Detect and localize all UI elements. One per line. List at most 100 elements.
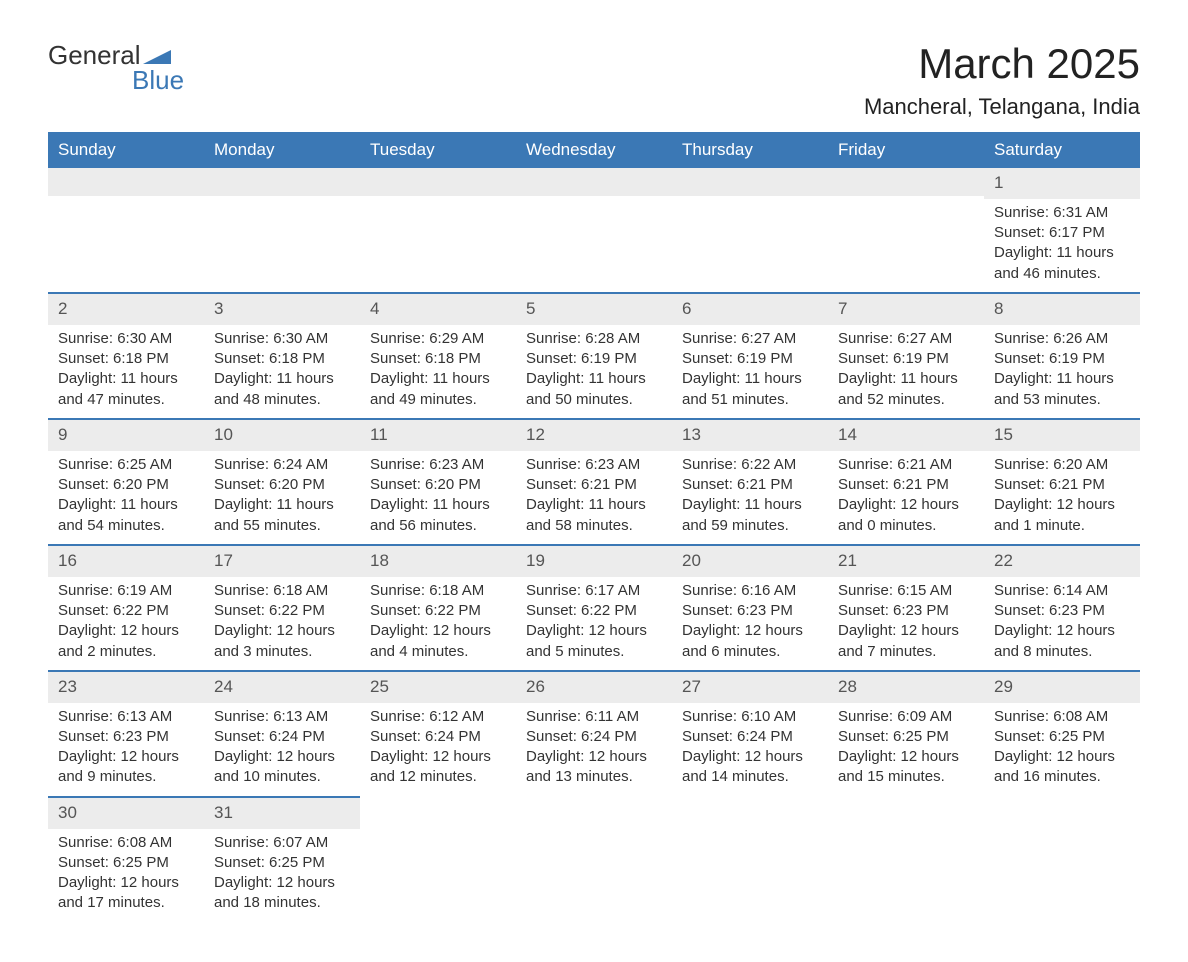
day-sunset: Sunset: 6:24 PM xyxy=(526,727,662,747)
day-daylight2: and 49 minutes. xyxy=(370,390,506,410)
day-sunrise: Sunrise: 6:11 AM xyxy=(526,707,662,727)
calendar-cell: 12Sunrise: 6:23 AMSunset: 6:21 PMDayligh… xyxy=(516,419,672,545)
day-daylight1: Daylight: 12 hours xyxy=(682,621,818,641)
day-daylight2: and 13 minutes. xyxy=(526,767,662,787)
day-body: Sunrise: 6:18 AMSunset: 6:22 PMDaylight:… xyxy=(204,577,360,670)
day-sunrise: Sunrise: 6:27 AM xyxy=(838,329,974,349)
day-body: Sunrise: 6:22 AMSunset: 6:21 PMDaylight:… xyxy=(672,451,828,544)
day-sunrise: Sunrise: 6:09 AM xyxy=(838,707,974,727)
day-sunset: Sunset: 6:25 PM xyxy=(994,727,1130,747)
day-daylight2: and 53 minutes. xyxy=(994,390,1130,410)
day-body: Sunrise: 6:14 AMSunset: 6:23 PMDaylight:… xyxy=(984,577,1140,670)
day-body: Sunrise: 6:09 AMSunset: 6:25 PMDaylight:… xyxy=(828,703,984,796)
day-sunset: Sunset: 6:19 PM xyxy=(526,349,662,369)
day-number xyxy=(672,168,828,196)
day-body: Sunrise: 6:08 AMSunset: 6:25 PMDaylight:… xyxy=(984,703,1140,796)
day-body: Sunrise: 6:20 AMSunset: 6:21 PMDaylight:… xyxy=(984,451,1140,544)
calendar-cell: 29Sunrise: 6:08 AMSunset: 6:25 PMDayligh… xyxy=(984,671,1140,797)
day-daylight2: and 10 minutes. xyxy=(214,767,350,787)
day-number xyxy=(204,168,360,196)
day-daylight1: Daylight: 12 hours xyxy=(370,621,506,641)
day-daylight1: Daylight: 11 hours xyxy=(838,369,974,389)
day-body: Sunrise: 6:10 AMSunset: 6:24 PMDaylight:… xyxy=(672,703,828,796)
day-body: Sunrise: 6:24 AMSunset: 6:20 PMDaylight:… xyxy=(204,451,360,544)
calendar-cell: 19Sunrise: 6:17 AMSunset: 6:22 PMDayligh… xyxy=(516,545,672,671)
day-daylight2: and 3 minutes. xyxy=(214,642,350,662)
calendar-week: 16Sunrise: 6:19 AMSunset: 6:22 PMDayligh… xyxy=(48,545,1140,671)
day-sunset: Sunset: 6:22 PM xyxy=(214,601,350,621)
day-sunrise: Sunrise: 6:13 AM xyxy=(58,707,194,727)
day-number xyxy=(360,797,516,825)
month-title: March 2025 xyxy=(864,40,1140,88)
day-daylight1: Daylight: 11 hours xyxy=(682,495,818,515)
day-sunrise: Sunrise: 6:30 AM xyxy=(58,329,194,349)
day-number xyxy=(360,168,516,196)
day-sunrise: Sunrise: 6:13 AM xyxy=(214,707,350,727)
day-sunset: Sunset: 6:20 PM xyxy=(214,475,350,495)
day-body: Sunrise: 6:23 AMSunset: 6:21 PMDaylight:… xyxy=(516,451,672,544)
day-sunset: Sunset: 6:25 PM xyxy=(58,853,194,873)
calendar-cell: 8Sunrise: 6:26 AMSunset: 6:19 PMDaylight… xyxy=(984,293,1140,419)
day-sunrise: Sunrise: 6:28 AM xyxy=(526,329,662,349)
day-number: 31 xyxy=(204,798,360,829)
day-sunrise: Sunrise: 6:23 AM xyxy=(526,455,662,475)
day-sunrise: Sunrise: 6:20 AM xyxy=(994,455,1130,475)
calendar-body: 1Sunrise: 6:31 AMSunset: 6:17 PMDaylight… xyxy=(48,168,1140,922)
calendar-cell: 30Sunrise: 6:08 AMSunset: 6:25 PMDayligh… xyxy=(48,797,204,922)
day-number: 28 xyxy=(828,672,984,703)
day-sunset: Sunset: 6:21 PM xyxy=(526,475,662,495)
day-number: 7 xyxy=(828,294,984,325)
day-body: Sunrise: 6:12 AMSunset: 6:24 PMDaylight:… xyxy=(360,703,516,796)
calendar-cell: 31Sunrise: 6:07 AMSunset: 6:25 PMDayligh… xyxy=(204,797,360,922)
day-number: 5 xyxy=(516,294,672,325)
calendar-cell: 14Sunrise: 6:21 AMSunset: 6:21 PMDayligh… xyxy=(828,419,984,545)
day-daylight2: and 59 minutes. xyxy=(682,516,818,536)
calendar-cell: 25Sunrise: 6:12 AMSunset: 6:24 PMDayligh… xyxy=(360,671,516,797)
day-body xyxy=(360,196,516,268)
day-sunset: Sunset: 6:24 PM xyxy=(682,727,818,747)
day-daylight2: and 56 minutes. xyxy=(370,516,506,536)
day-sunrise: Sunrise: 6:18 AM xyxy=(370,581,506,601)
day-body: Sunrise: 6:08 AMSunset: 6:25 PMDaylight:… xyxy=(48,829,204,922)
day-sunset: Sunset: 6:23 PM xyxy=(994,601,1130,621)
calendar-cell-empty xyxy=(360,168,516,293)
day-daylight1: Daylight: 12 hours xyxy=(58,873,194,893)
day-number xyxy=(48,168,204,196)
day-daylight2: and 58 minutes. xyxy=(526,516,662,536)
day-body xyxy=(672,825,828,897)
day-sunset: Sunset: 6:18 PM xyxy=(370,349,506,369)
day-body xyxy=(204,196,360,268)
day-daylight1: Daylight: 12 hours xyxy=(838,621,974,641)
calendar-cell: 11Sunrise: 6:23 AMSunset: 6:20 PMDayligh… xyxy=(360,419,516,545)
calendar-cell-empty xyxy=(672,168,828,293)
day-daylight1: Daylight: 12 hours xyxy=(838,495,974,515)
calendar-cell: 9Sunrise: 6:25 AMSunset: 6:20 PMDaylight… xyxy=(48,419,204,545)
day-body: Sunrise: 6:26 AMSunset: 6:19 PMDaylight:… xyxy=(984,325,1140,418)
day-daylight1: Daylight: 11 hours xyxy=(214,369,350,389)
day-daylight1: Daylight: 12 hours xyxy=(838,747,974,767)
day-sunrise: Sunrise: 6:27 AM xyxy=(682,329,818,349)
calendar-cell: 15Sunrise: 6:20 AMSunset: 6:21 PMDayligh… xyxy=(984,419,1140,545)
day-number: 20 xyxy=(672,546,828,577)
weekday-header: Saturday xyxy=(984,132,1140,168)
day-daylight1: Daylight: 11 hours xyxy=(58,369,194,389)
day-number: 3 xyxy=(204,294,360,325)
day-body: Sunrise: 6:07 AMSunset: 6:25 PMDaylight:… xyxy=(204,829,360,922)
day-number: 17 xyxy=(204,546,360,577)
day-daylight2: and 9 minutes. xyxy=(58,767,194,787)
weekday-header: Friday xyxy=(828,132,984,168)
day-sunrise: Sunrise: 6:17 AM xyxy=(526,581,662,601)
day-daylight2: and 0 minutes. xyxy=(838,516,974,536)
day-number: 1 xyxy=(984,168,1140,199)
weekday-header: Sunday xyxy=(48,132,204,168)
day-number: 22 xyxy=(984,546,1140,577)
day-body: Sunrise: 6:16 AMSunset: 6:23 PMDaylight:… xyxy=(672,577,828,670)
day-daylight2: and 48 minutes. xyxy=(214,390,350,410)
day-sunrise: Sunrise: 6:08 AM xyxy=(994,707,1130,727)
calendar-cell: 20Sunrise: 6:16 AMSunset: 6:23 PMDayligh… xyxy=(672,545,828,671)
day-body: Sunrise: 6:18 AMSunset: 6:22 PMDaylight:… xyxy=(360,577,516,670)
day-number xyxy=(672,797,828,825)
calendar-cell-empty xyxy=(984,797,1140,922)
day-number: 23 xyxy=(48,672,204,703)
calendar-week: 30Sunrise: 6:08 AMSunset: 6:25 PMDayligh… xyxy=(48,797,1140,922)
